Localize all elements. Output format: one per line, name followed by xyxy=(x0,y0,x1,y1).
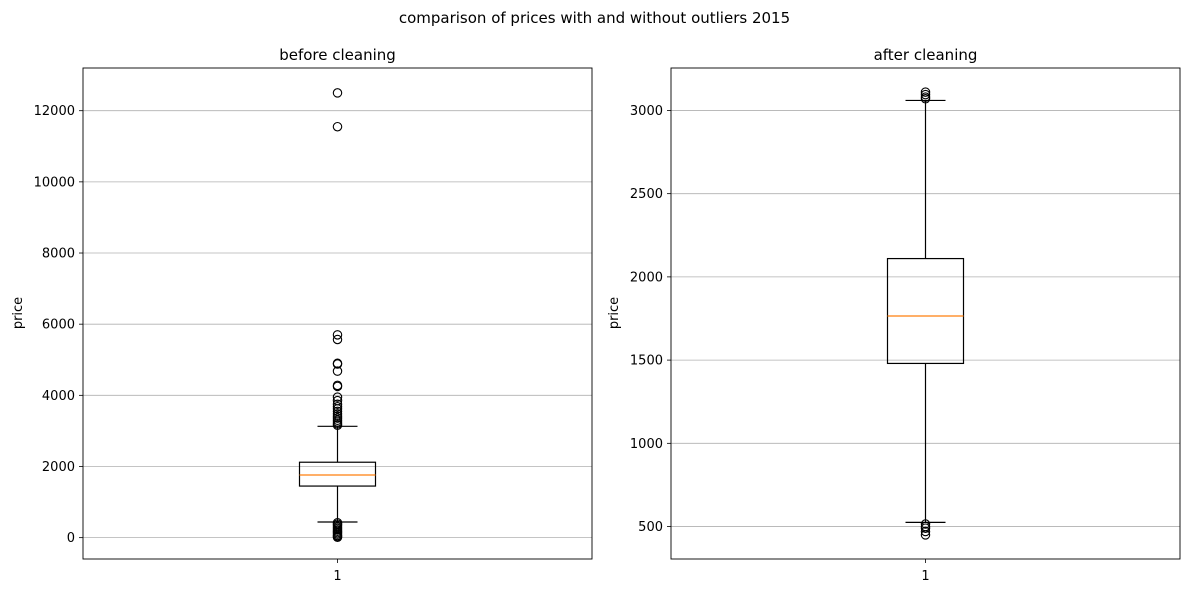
subplot-title: before cleaning xyxy=(279,46,396,64)
outlier-point xyxy=(332,420,343,430)
outlier-point xyxy=(920,94,931,104)
y-tick-label: 10000 xyxy=(34,175,75,190)
y-tick-label: 8000 xyxy=(42,247,75,262)
subplot-before-cleaning: before cleaning price 0 2000 4000 6000 8000 1… xyxy=(11,46,593,584)
axes-frame xyxy=(82,67,593,560)
y-tick-label: 2500 xyxy=(630,187,663,202)
outlier-point xyxy=(332,359,343,369)
x-tick-label: 1 xyxy=(921,569,929,584)
figure-suptitle: comparison of prices with and without ou… xyxy=(399,9,790,27)
outlier-point xyxy=(920,519,931,529)
y-tick-label: 2000 xyxy=(630,270,663,285)
iqr-box xyxy=(298,461,377,487)
outlier-point xyxy=(920,530,931,540)
y-axis-label: price xyxy=(11,297,26,329)
y-tick-label: 1000 xyxy=(630,437,663,452)
outlier-point xyxy=(332,366,343,376)
outlier-point xyxy=(332,404,343,414)
y-axis-label: price xyxy=(607,297,622,329)
y-tick-label: 2000 xyxy=(42,460,75,475)
y-tick-label: 12000 xyxy=(34,104,75,119)
y-tick-label: 6000 xyxy=(42,318,75,333)
iqr-box xyxy=(886,257,965,365)
outlier-point xyxy=(920,89,931,100)
outlier-point xyxy=(332,532,343,543)
outlier-point xyxy=(332,381,343,392)
y-tick-label: 4000 xyxy=(42,389,75,404)
subplot-title: after cleaning xyxy=(874,46,978,64)
y-tick-label: 3000 xyxy=(630,104,663,119)
y-tick-label: 500 xyxy=(638,520,663,535)
axes-frame xyxy=(670,67,1181,560)
outlier-point xyxy=(920,526,931,537)
outlier-point xyxy=(920,523,931,533)
x-tick-label: 1 xyxy=(333,569,341,584)
outlier-point xyxy=(332,392,343,402)
outlier-point xyxy=(332,399,343,409)
subplot-after-cleaning: after cleaning price 500 1000 1500 2000 2500… xyxy=(607,46,1181,584)
outlier-point xyxy=(332,121,343,132)
y-tick-label: 1500 xyxy=(630,354,663,369)
outlier-point xyxy=(332,88,343,98)
outlier-point xyxy=(332,334,343,345)
y-tick-label: 0 xyxy=(67,531,75,546)
outlier-point xyxy=(920,87,931,97)
outlier-point xyxy=(332,330,343,340)
